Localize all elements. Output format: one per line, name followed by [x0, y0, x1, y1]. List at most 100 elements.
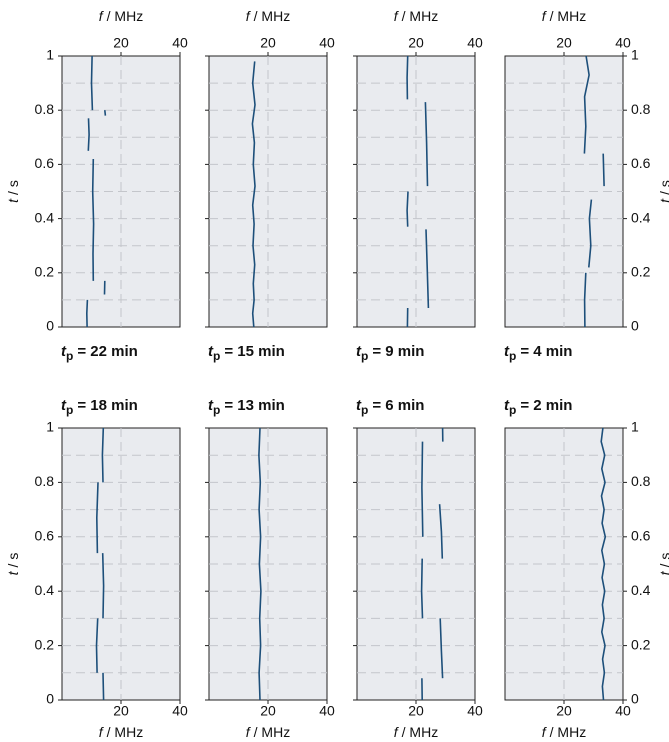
trace [600, 427, 607, 701]
x-tick-label: 20 [556, 703, 572, 719]
y-tick-label: 0 [631, 318, 639, 334]
x-axis-unit: / MHz [107, 8, 144, 24]
x-tick-label: 20 [408, 35, 424, 51]
x-tick-label: 20 [113, 35, 129, 51]
title-symbol: t [61, 343, 67, 360]
trace [95, 427, 105, 701]
y-axis-symbol: t [657, 198, 669, 203]
x-axis-unit: / MHz [107, 724, 144, 740]
x-tick-label: 40 [172, 703, 188, 719]
panel: 20 40 f / MHz tp = 9 min [353, 8, 483, 363]
x-axis-label: f / MHz [246, 8, 290, 24]
x-axis-unit: / MHz [550, 724, 587, 740]
y-tick-label: 0.2 [631, 636, 651, 652]
y-tick-label: 0.8 [35, 101, 55, 117]
y-tick-label: 0 [46, 691, 54, 707]
y-axis-unit: / s [657, 553, 669, 568]
y-tick-label: 1 [46, 419, 54, 435]
panel: 20 40 f / MHz tp = 13 min [205, 397, 335, 740]
y-axis-symbol: t [5, 570, 21, 575]
x-axis-symbol: f [394, 8, 400, 24]
title-text: = 6 min [372, 397, 424, 414]
panel-title: tp = 15 min [208, 343, 285, 363]
title-symbol: t [356, 343, 362, 360]
y-axis-symbol: t [5, 198, 21, 203]
x-axis-symbol: f [542, 724, 548, 740]
panel-title: tp = 18 min [61, 397, 138, 417]
title-symbol: t [61, 397, 67, 414]
panel-title: tp = 6 min [356, 397, 424, 417]
trace [583, 55, 605, 328]
y-axis-label: t / s [5, 180, 21, 203]
trace [406, 55, 430, 328]
y-tick-label: 0 [631, 691, 639, 707]
y-axis-symbol: t [657, 570, 669, 575]
y-tick-label: 0.6 [35, 155, 55, 171]
panel: 20 40 f / MHz tp = 6 min [353, 397, 483, 740]
panel-title: tp = 9 min [356, 343, 424, 363]
trace [258, 427, 262, 701]
title-subscript: p [361, 403, 368, 417]
y-tick-label: 0.4 [631, 209, 651, 225]
x-axis-symbol: f [394, 724, 400, 740]
y-tick-label: 0.6 [631, 155, 651, 171]
title-subscript: p [509, 349, 516, 363]
title-subscript: p [66, 349, 73, 363]
x-axis-symbol: f [542, 8, 548, 24]
title-text: = 13 min [224, 397, 284, 414]
trace [420, 427, 444, 701]
title-subscript: p [509, 403, 516, 417]
x-axis-symbol: f [99, 8, 105, 24]
x-tick-label: 40 [615, 703, 631, 719]
x-tick-label: 20 [260, 35, 276, 51]
y-tick-label: 0.8 [631, 473, 651, 489]
y-tick-label: 1 [631, 419, 639, 435]
title-subscript: p [66, 403, 73, 417]
x-axis-unit: / MHz [254, 724, 291, 740]
panel-title: tp = 13 min [208, 397, 285, 417]
title-text: = 18 min [77, 397, 137, 414]
trace [86, 55, 107, 328]
x-tick-label: 40 [467, 703, 483, 719]
panel: 20 40 f / MHz tp = 15 min [205, 8, 335, 363]
x-axis-symbol: f [246, 8, 252, 24]
x-tick-label: 40 [172, 35, 188, 51]
y-tick-label: 0.4 [35, 209, 55, 225]
y-axis-unit: / s [5, 553, 21, 568]
y-axis-label: t / s [657, 180, 669, 203]
x-tick-label: 40 [319, 35, 335, 51]
panel-title: tp = 2 min [504, 397, 572, 417]
title-text: = 15 min [224, 343, 284, 360]
x-axis-unit: / MHz [402, 8, 439, 24]
panel-title: tp = 4 min [504, 343, 572, 363]
x-axis-symbol: f [99, 724, 105, 740]
title-symbol: t [504, 343, 510, 360]
x-axis-symbol: f [246, 724, 252, 740]
x-axis-label: f / MHz [99, 724, 143, 740]
x-tick-label: 40 [467, 35, 483, 51]
x-tick-label: 20 [113, 703, 129, 719]
x-axis-label: f / MHz [246, 724, 290, 740]
y-tick-label: 0.2 [35, 636, 55, 652]
y-tick-label: 0.4 [35, 582, 55, 598]
x-tick-label: 40 [615, 35, 631, 51]
x-tick-label: 20 [260, 703, 276, 719]
x-axis-unit: / MHz [402, 724, 439, 740]
title-symbol: t [504, 397, 510, 414]
x-axis-label: f / MHz [394, 8, 438, 24]
panel-title: tp = 22 min [61, 343, 138, 363]
x-axis-label: f / MHz [542, 724, 586, 740]
x-axis-label: f / MHz [99, 8, 143, 24]
x-axis-label: f / MHz [394, 724, 438, 740]
title-symbol: t [208, 343, 214, 360]
x-tick-label: 20 [556, 35, 572, 51]
y-tick-label: 1 [46, 47, 54, 63]
x-axis-unit: / MHz [550, 8, 587, 24]
y-axis-label: t / s [5, 553, 21, 576]
title-text: = 2 min [520, 397, 572, 414]
